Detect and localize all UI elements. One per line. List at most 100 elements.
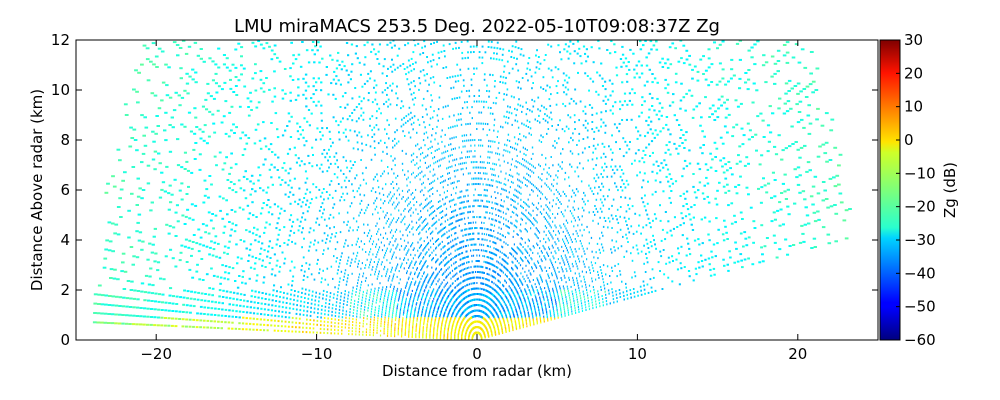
radar-gate-533	[662, 249, 665, 251]
radar-gate-352	[621, 280, 623, 283]
radar-gate-3133	[513, 136, 516, 139]
radar-gate-53	[713, 273, 716, 276]
radar-gate-3137	[526, 67, 529, 70]
radar-gate-2953	[540, 86, 542, 89]
radar-gate-3871	[467, 216, 469, 219]
radar-gate-493	[821, 181, 826, 183]
radar-gate-11	[522, 326, 524, 329]
radar-gate-4073	[451, 165, 453, 168]
radar-gate-3722	[472, 161, 474, 164]
radar-gate-1678	[595, 198, 598, 201]
radar-gate-3484	[483, 222, 485, 224]
radar-gate-3489	[485, 183, 487, 186]
radar-gate-147	[539, 318, 541, 321]
radar-gate-2954	[542, 76, 545, 79]
radar-gate-4390	[444, 214, 446, 217]
radar-gate-2602	[590, 46, 593, 49]
radar-gate-4695	[433, 222, 435, 225]
radar-gate-964	[599, 251, 601, 254]
radar-gate-923	[706, 182, 710, 185]
radar-gate-2469	[539, 197, 542, 200]
radar-gate-904	[574, 272, 576, 275]
radar-gate-3828	[472, 276, 474, 279]
radar-gate-123	[761, 253, 764, 256]
radar-gate-1983	[539, 247, 541, 250]
radar-gate-1924	[638, 115, 641, 118]
radar-gate-2919	[530, 133, 532, 136]
radar-gate-3287	[511, 67, 514, 70]
radar-gate-1243	[668, 173, 671, 176]
radar-gate-2028	[570, 195, 573, 198]
radar-gate-1410	[770, 55, 775, 58]
radar-gate-2475	[574, 121, 576, 124]
radar-gate-4425	[422, 139, 425, 142]
radar-gate-95	[592, 304, 594, 307]
radar-gate-2784	[544, 119, 547, 122]
radar-gate-4332	[421, 104, 424, 107]
radar-gate-1738	[671, 101, 675, 104]
radar-gate-765	[799, 146, 804, 149]
radar-gate-203	[519, 324, 521, 327]
radar-gate-3173	[520, 87, 522, 90]
radar-gate-4960	[347, 73, 350, 76]
radar-gate-1881	[624, 140, 627, 143]
radar-gate-1302	[800, 48, 805, 51]
radar-gate-4025	[447, 104, 449, 107]
radar-gate-4843	[451, 282, 453, 285]
radar-gate-4706	[387, 98, 390, 101]
radar-gate-526	[585, 286, 587, 289]
radar-gate-4615	[450, 264, 453, 267]
radar-gate-613	[524, 313, 526, 316]
radar-gate-4548	[450, 258, 453, 261]
radar-gate-4671	[381, 72, 384, 75]
radar-gate-701	[676, 226, 679, 228]
radar-gate-3256	[507, 116, 510, 119]
radar-gate-4858	[406, 178, 408, 181]
radar-gate-3726	[471, 106, 473, 109]
radar-gate-1132	[668, 185, 671, 188]
radar-gate-1129	[643, 205, 646, 208]
radar-gate-4623	[424, 186, 426, 189]
radar-gate-229	[608, 292, 610, 295]
radar-gate-4385	[460, 275, 462, 278]
radar-gate-82	[547, 317, 549, 320]
radar-gate-4358	[442, 198, 444, 201]
radar-gate-420	[688, 247, 691, 250]
radar-gate-3542	[479, 271, 481, 274]
radar-gate-1397	[699, 124, 702, 127]
radar-gate-4347	[459, 270, 461, 273]
radar-gate-3487	[485, 194, 487, 197]
radar-gate-4794	[374, 91, 377, 94]
radar-gate-2947	[522, 158, 524, 160]
radar-gate-2143	[568, 184, 571, 187]
radar-gate-3405	[499, 75, 502, 78]
radar-gate-1885	[656, 97, 659, 100]
radar-gate-148	[543, 317, 545, 320]
radar-gate-1624	[557, 247, 559, 250]
radar-gate-396	[542, 310, 544, 313]
radar-gate-4068	[462, 240, 464, 243]
radar-gate-374	[804, 206, 808, 209]
radar-gate-2264	[591, 128, 594, 131]
radar-gate-2508	[567, 127, 570, 130]
radar-gate-2104	[587, 159, 589, 162]
radar-gate-4353	[450, 234, 453, 237]
radar-gate-362	[689, 253, 692, 256]
radar-gate-3663	[476, 177, 478, 180]
radar-gate-1668	[539, 265, 541, 267]
radar-gate-699	[669, 229, 672, 232]
radar-gate-2941	[511, 199, 513, 201]
radar-gate-4164	[450, 193, 452, 196]
radar-gate-3391	[483, 260, 485, 263]
radar-gate-4142	[429, 60, 432, 63]
radar-gate-4175	[427, 61, 429, 64]
radar-gate-4346	[462, 280, 464, 283]
radar-gate-164	[598, 299, 600, 302]
radar-gate-3777	[472, 232, 474, 235]
radar-gate-1327	[571, 250, 573, 253]
radar-gate-208	[536, 318, 538, 320]
radar-gate-2261	[570, 165, 573, 168]
radar-gate-647	[730, 202, 734, 205]
radar-gate-4947	[422, 227, 424, 230]
radar-gate-1916	[583, 191, 585, 194]
